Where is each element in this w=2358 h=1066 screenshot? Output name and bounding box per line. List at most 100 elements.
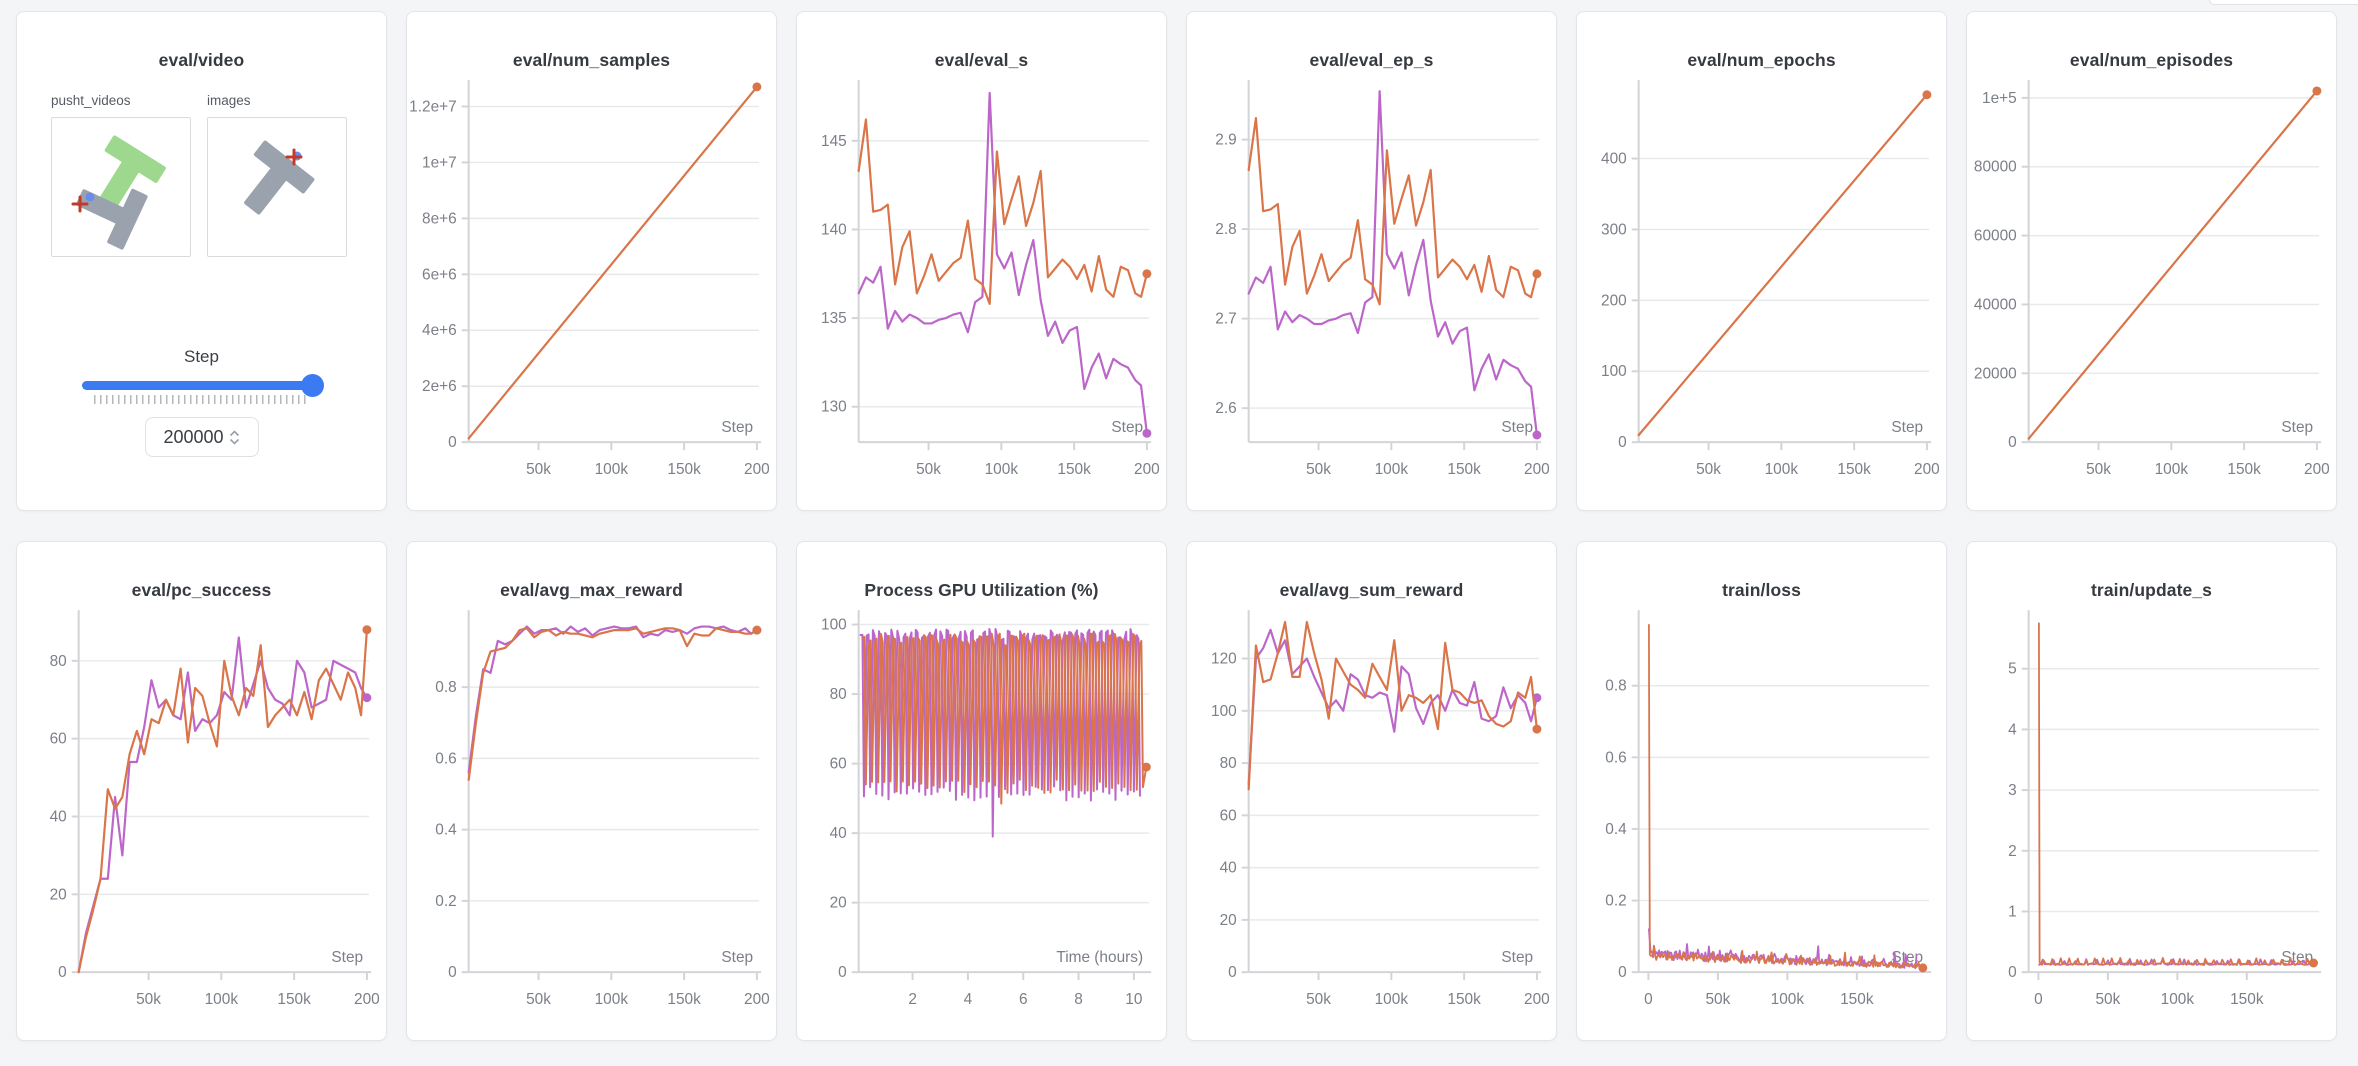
y-tick-label: 80	[830, 686, 847, 703]
series-end-dot-orange	[1922, 90, 1932, 100]
chart-canvas[interactable]: 0 20 40 60 80 100 120 50k 100k 150k 200 Step	[1187, 607, 1556, 1031]
x-axis-label: Step	[721, 419, 753, 436]
chart-canvas[interactable]: 130 135 140 145 50k 100k 150k 200 Step	[797, 77, 1166, 501]
x-tick-label: 150k	[1447, 461, 1481, 478]
pusht-env-image	[244, 140, 315, 215]
chart-panel: eval/pc_success 0 20 40 60 80 50k 100k 150k 200 St…	[16, 541, 387, 1041]
y-tick-label: 145	[821, 133, 847, 150]
y-tick-label: 40	[830, 825, 847, 842]
y-tick-label: 3	[2008, 782, 2017, 799]
media-label: images	[207, 93, 251, 108]
x-axis-label: Step	[1891, 419, 1923, 436]
x-tick-label: 200	[744, 991, 770, 1008]
y-tick-label: 100	[1601, 363, 1627, 380]
y-tick-label: 4e+6	[422, 322, 457, 339]
y-tick-label: 1.2e+7	[409, 98, 457, 115]
chart-panel: eval/avg_max_reward 0 0.2 0.4 0.6 0.8 50k 100k 1…	[406, 541, 777, 1041]
chart-canvas[interactable]: 0 0.2 0.4 0.6 0.8 50k 100k 150k 200 Step	[407, 607, 776, 1031]
chart-panel: eval/avg_sum_reward 0 20 40 60 80 100 120 50k 100…	[1186, 541, 1557, 1041]
series-end-dot-orange	[752, 82, 762, 92]
series-line-orange	[1247, 117, 1538, 306]
chart-canvas[interactable]: 2.6 2.7 2.8 2.9 50k 100k 150k 200 Step	[1187, 77, 1556, 501]
x-tick-label: 50k	[2095, 991, 2120, 1008]
media-item-pusht-videos: pusht_videos	[51, 93, 191, 257]
step-value[interactable]: 200000	[163, 426, 224, 447]
y-tick-label: 0.6	[435, 750, 456, 767]
y-tick-label: 100	[1211, 703, 1237, 720]
series-end-dot-orange	[2309, 958, 2318, 968]
y-tick-label: 0	[838, 964, 847, 981]
series-line-purple	[77, 636, 368, 974]
y-tick-label: 20	[830, 895, 847, 912]
series-line-purple	[1247, 90, 1538, 437]
chart-canvas[interactable]: 0 2e+6 4e+6 6e+6 8e+6 1e+7 1.2e+7 50k 100k 150k 20…	[407, 77, 776, 501]
stepper-chevrons-icon[interactable]	[229, 429, 240, 445]
step-slider[interactable]	[81, 374, 324, 404]
y-tick-label: 40000	[1974, 296, 2017, 313]
chart-title: eval/eval_s	[934, 50, 1029, 70]
x-tick-label: 200	[744, 461, 770, 478]
x-tick-label: 100k	[2155, 461, 2189, 478]
chart-title: Process GPU Utilization (%)	[864, 580, 1099, 600]
y-tick-label: 60000	[1974, 228, 2017, 245]
chart-panel: train/loss 0 0.2 0.4 0.6 0.8 0 50k 100k 150k Step	[1576, 541, 1947, 1041]
x-tick-label: 100k	[1375, 461, 1409, 478]
x-tick-label: 50k	[1696, 461, 1721, 478]
x-tick-label: 8	[1074, 991, 1083, 1008]
x-axis-label: Step	[1501, 949, 1533, 966]
series-end-dot-orange	[1532, 269, 1542, 279]
chart-panel: eval/num_samples 0 2e+6 4e+6 6e+6 8e+6 1e+7 1.2…	[406, 11, 777, 511]
x-tick-label: 100k	[2161, 991, 2195, 1008]
chart-canvas[interactable]: 0 20 40 60 80 100 2 4 6 8 10 Time (hours)	[797, 607, 1166, 1031]
x-tick-label: 0	[1644, 991, 1653, 1008]
goal-cross-icon	[71, 195, 89, 213]
y-tick-label: 20000	[1974, 365, 2017, 382]
slider-tick-marks	[93, 395, 310, 404]
y-tick-label: 1	[2008, 903, 2017, 920]
chart-title: eval/pc_success	[131, 580, 272, 600]
y-tick-label: 0.8	[1605, 678, 1626, 695]
x-tick-label: 150k	[667, 991, 701, 1008]
video-thumbnail-pusht[interactable]	[51, 117, 191, 257]
x-tick-label: 200	[354, 991, 380, 1008]
y-tick-label: 0	[448, 434, 457, 451]
chart-title: eval/eval_ep_s	[1309, 50, 1434, 70]
chart-title: eval/num_epochs	[1687, 50, 1836, 70]
image-thumbnail[interactable]	[207, 117, 347, 257]
y-tick-label: 0.6	[1605, 749, 1626, 766]
series-line-orange	[1247, 620, 1538, 791]
chart-title: train/update_s	[2090, 580, 2212, 600]
x-axis-label: Step	[2281, 419, 2313, 436]
series-end-dot-orange	[1532, 724, 1542, 734]
slider-track[interactable]	[81, 374, 324, 397]
chart-canvas[interactable]: 0 20 40 60 80 50k 100k 150k 200 Step	[17, 607, 386, 1031]
green-t-block	[98, 135, 166, 211]
y-tick-label: 40	[1220, 860, 1237, 877]
media-label: pusht_videos	[51, 93, 131, 108]
y-tick-label: 2.9	[1215, 132, 1236, 149]
x-tick-label: 150k	[2230, 991, 2264, 1008]
series-line-orange	[1648, 623, 1924, 969]
y-tick-label: 2.7	[1215, 311, 1236, 328]
x-tick-label: 50k	[1306, 991, 1331, 1008]
y-tick-label: 140	[821, 221, 847, 238]
y-tick-label: 0.4	[1605, 821, 1627, 838]
y-tick-label: 135	[821, 310, 847, 327]
chart-canvas[interactable]: 0 100 200 300 400 50k 100k 150k 200 Step	[1577, 77, 1946, 501]
chart-title: train/loss	[1722, 580, 1801, 600]
slider-thumb[interactable]	[300, 374, 324, 397]
step-input[interactable]: 200000	[144, 417, 259, 457]
x-axis-label: Step	[721, 949, 753, 966]
y-tick-label: 8e+6	[422, 210, 457, 227]
y-tick-label: 0.8	[435, 679, 456, 696]
series-end-dot-orange	[1141, 762, 1151, 772]
series-line-orange	[2038, 622, 2315, 966]
x-tick-label: 200	[1914, 461, 1940, 478]
series-end-dot-orange	[1142, 269, 1152, 279]
x-tick-label: 50k	[1705, 991, 1730, 1008]
x-tick-label: 200	[1524, 991, 1550, 1008]
y-tick-label: 60	[830, 756, 847, 773]
chart-canvas[interactable]: 0 20000 40000 60000 80000 1e+5 50k 100k 150k 200 S…	[1967, 77, 2336, 501]
